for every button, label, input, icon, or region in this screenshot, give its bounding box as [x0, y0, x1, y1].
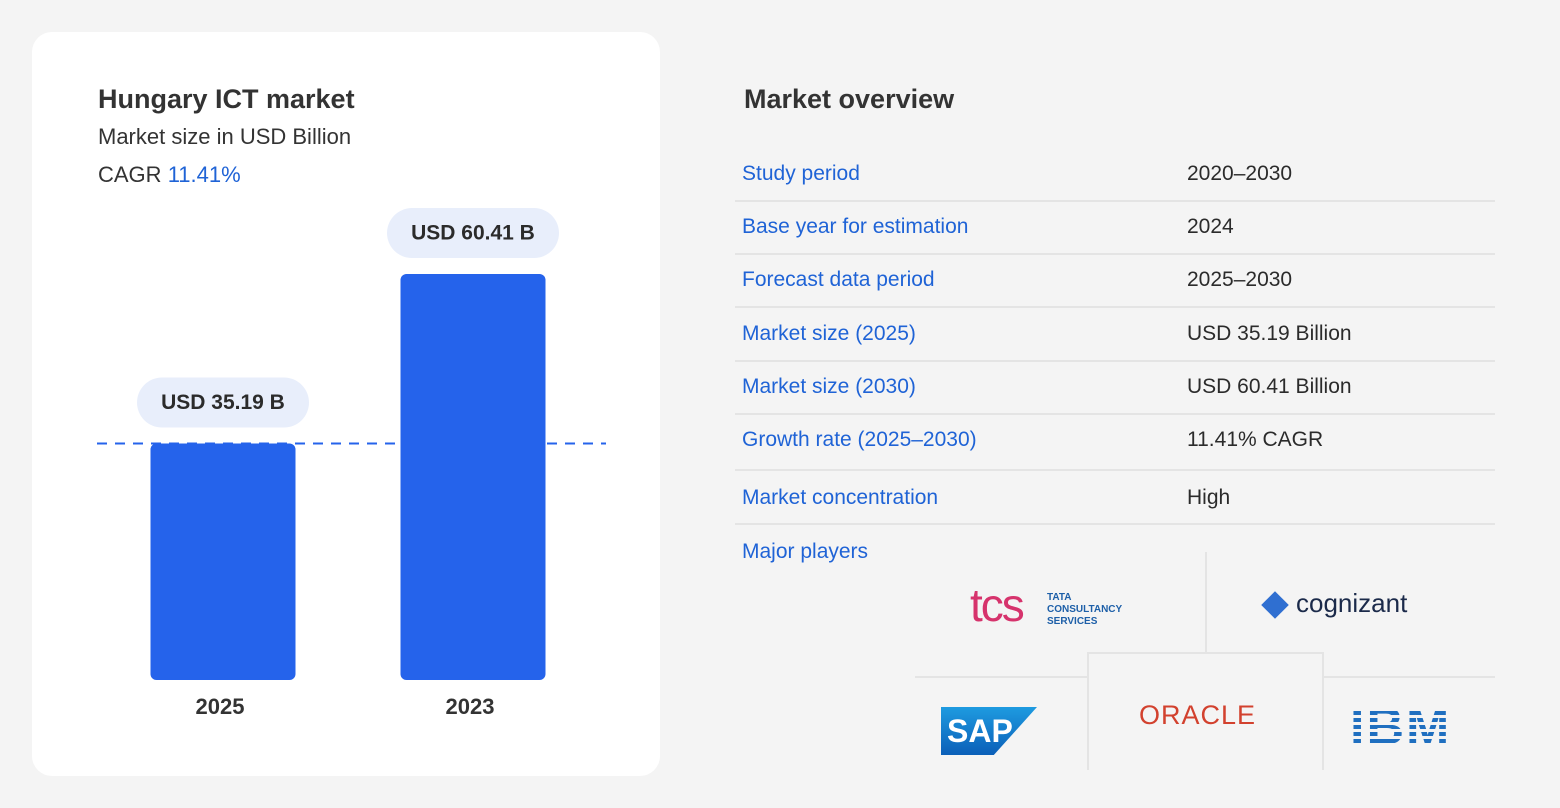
grid-box: [1087, 652, 1324, 770]
row-divider: [735, 413, 1495, 415]
row-value: USD 35.19 Billion: [1187, 322, 1352, 345]
row-divider: [735, 360, 1495, 362]
cagr: CAGR 11.41%: [98, 162, 241, 188]
chart-title: Hungary ICT market: [98, 84, 355, 114]
value-label-bg: [387, 208, 559, 259]
row-value: 2024: [1187, 215, 1234, 238]
cagr-value: 11.41%: [167, 162, 241, 187]
row-value: 11.41% CAGR: [1187, 428, 1324, 451]
cognizant-logo: cognizant: [1261, 588, 1408, 619]
overview-title: Market overview: [744, 84, 955, 114]
row-divider: [735, 306, 1495, 308]
value-label-bg: [137, 377, 309, 428]
chart-subtitle: Market size in USD Billion: [98, 124, 352, 149]
row-divider: [735, 200, 1495, 202]
grid-line: [1322, 676, 1495, 678]
cognizant-icon: [1261, 591, 1289, 619]
row-divider: [735, 253, 1495, 255]
row-label: Market size (2030): [742, 375, 916, 398]
row-label: Market concentration: [742, 486, 939, 509]
value-label: USD 60.41 B: [411, 222, 535, 245]
cognizant-text: cognizant: [1296, 588, 1408, 618]
row-label: Forecast data period: [742, 268, 935, 291]
row-label: Market size (2025): [742, 322, 916, 345]
tcs-logo-text: TATA CONSULTANCY SERVICES: [1047, 592, 1122, 627]
chart: USD 35.19 B 2025 USD 60.41 B 2023: [97, 208, 606, 719]
grid-line: [915, 676, 1087, 678]
value-label: USD 35.19 B: [161, 391, 285, 414]
chart-card: [32, 32, 660, 776]
row-value: High: [1187, 486, 1231, 509]
oracle-logo: ORACLE: [1139, 700, 1257, 730]
sap-logo: SAP: [941, 707, 1037, 755]
row-divider: [735, 523, 1495, 525]
row-value: USD 60.41 Billion: [1187, 375, 1352, 398]
bar: [400, 274, 546, 680]
row-label: Study period: [742, 162, 860, 185]
row-divider: [735, 469, 1495, 471]
x-tick-label: 2025: [196, 694, 245, 719]
row-label: Growth rate (2025–2030): [742, 428, 977, 451]
cagr-label: CAGR: [98, 162, 162, 187]
row-value: 2020–2030: [1187, 162, 1293, 185]
bar: [150, 443, 296, 680]
row-value: 2025–2030: [1187, 268, 1293, 291]
x-tick-label: 2023: [446, 694, 495, 719]
row-label: Base year for estimation: [742, 215, 969, 238]
major-players-label: Major players: [742, 540, 869, 563]
tcs-logo: tcs: [970, 579, 1025, 631]
ibm-logo: IBM: [1350, 698, 1452, 756]
grid-line: [1205, 552, 1207, 652]
